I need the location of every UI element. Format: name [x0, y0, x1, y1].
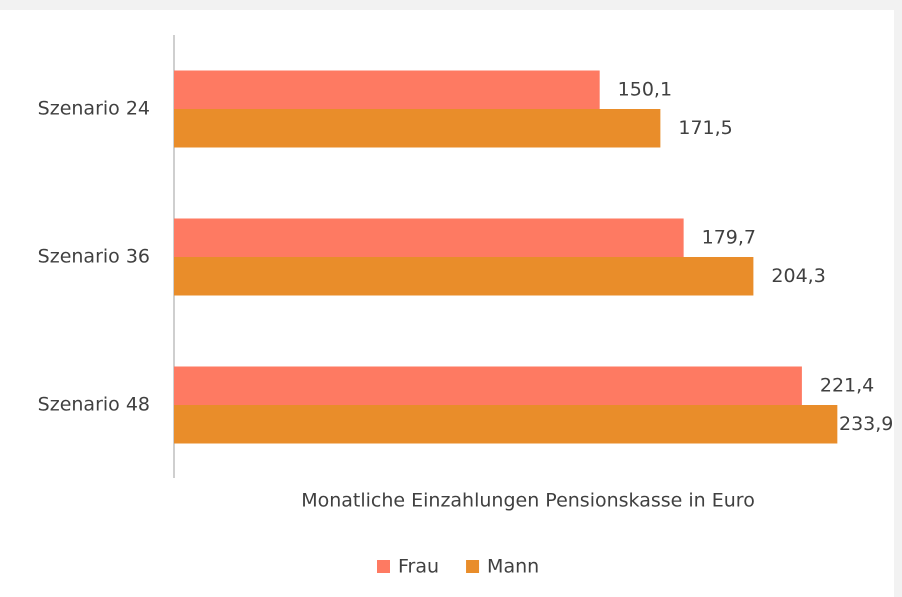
data-label: 179,7	[702, 226, 756, 248]
x-axis-title: Monatliche Einzahlungen Pensionskasse in…	[301, 490, 755, 512]
bar	[174, 70, 600, 109]
data-label: 150,1	[618, 78, 672, 100]
y-tick-label: Szenario 24	[38, 98, 150, 120]
legend-swatch	[377, 560, 390, 573]
bar	[174, 405, 838, 444]
bar	[174, 366, 802, 405]
bar	[174, 218, 684, 257]
y-tick-label: Szenario 36	[38, 246, 150, 268]
data-label: 233,9	[839, 413, 893, 435]
data-label: 171,5	[678, 117, 732, 139]
y-tick-label: Szenario 48	[38, 394, 150, 416]
legend-label: Mann	[487, 556, 539, 578]
data-label: 221,4	[820, 374, 874, 396]
bar	[174, 109, 661, 148]
bar	[174, 257, 754, 296]
legend-label: Frau	[398, 556, 439, 578]
data-label: 204,3	[771, 265, 825, 287]
legend-swatch	[466, 560, 480, 573]
